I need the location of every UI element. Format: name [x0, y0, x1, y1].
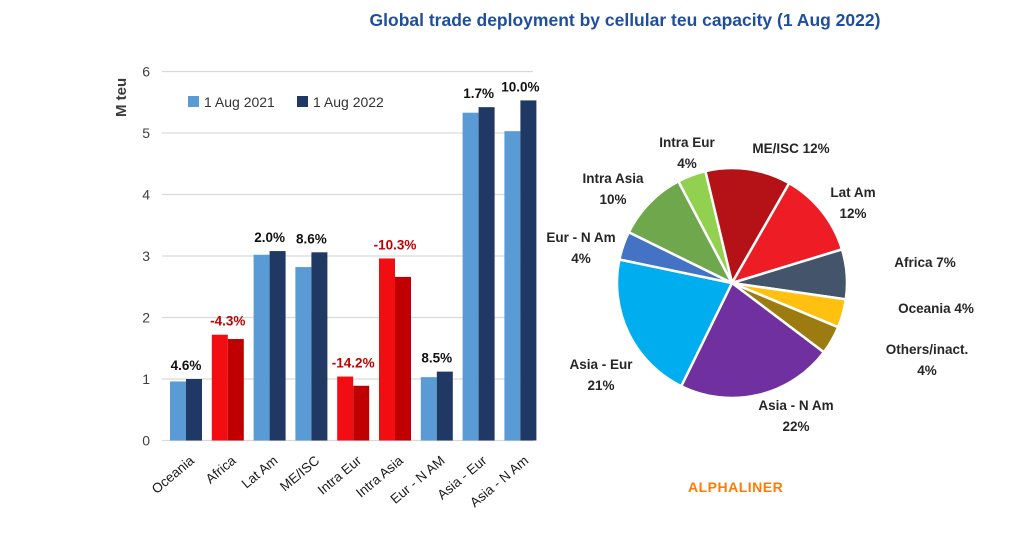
bar-africa-1-aug-2022: [227, 339, 244, 441]
pie-label-eur-n-am-pct: 4%: [571, 251, 591, 266]
pie-label-asia-eur-pct: 21%: [587, 378, 614, 393]
pct-label-lat-am: 2.0%: [254, 230, 285, 245]
pie-label-asia-n-am-pct: 22%: [782, 419, 809, 434]
pct-label-me-isc: 8.6%: [296, 231, 327, 246]
source-watermark: ALPHALINER: [688, 479, 784, 495]
pie-label-africa: Africa 7%: [894, 255, 956, 270]
pie-label-intra-asia: Intra Asia: [582, 171, 644, 186]
pie-label-me-isc: ME/ISC 12%: [752, 141, 829, 156]
pie-label-others-inact-pct: 4%: [917, 363, 937, 378]
pie-slice-asia-n-am: [679, 281, 826, 400]
bar-africa-1-aug-2021: [211, 334, 228, 441]
pie-label-oceania: Oceania 4%: [898, 301, 974, 316]
pie-label-asia-n-am: Asia - N Am: [758, 398, 833, 413]
bar-intra-eur-1-aug-2021: [337, 376, 354, 441]
y-tick-5: 5: [142, 125, 150, 141]
pie-slice-intra-eur: [677, 169, 734, 285]
chart-title: Global trade deployment by cellular teu …: [369, 10, 881, 30]
pie-label-eur-n-am: Eur - N Am: [546, 230, 615, 245]
legend-swatch-1-aug-2021: [188, 96, 199, 107]
legend-swatch-1-aug-2022: [297, 96, 308, 107]
bar-oceania-1-aug-2022: [186, 379, 202, 441]
pie-label-intra-asia-pct: 10%: [599, 192, 626, 207]
bar-asia-n-am-1-aug-2022: [520, 100, 537, 441]
pie-label-intra-eur: Intra Eur: [659, 135, 715, 150]
bar-eur-n-am-1-aug-2022: [436, 371, 453, 441]
bar-oceania-1-aug-2021: [170, 381, 186, 441]
y-tick-6: 6: [142, 64, 150, 80]
bar-intra-asia-1-aug-2022: [395, 276, 411, 441]
pct-label-intra-asia: -10.3%: [374, 237, 417, 252]
bar-asia-eur-1-aug-2022: [478, 107, 495, 441]
bar-me-isc-1-aug-2022: [311, 252, 328, 441]
pct-label-intra-eur: -14.2%: [332, 356, 375, 371]
y-tick-0: 0: [142, 433, 150, 449]
pct-label-asia-n-am: 10.0%: [501, 79, 539, 94]
y-axis-label: M teu: [113, 78, 130, 117]
bar-lat-am-1-aug-2021: [253, 254, 270, 441]
pct-label-africa: -4.3%: [210, 314, 245, 329]
pie-slice-intra-asia: [627, 180, 734, 285]
bar-eur-n-am-1-aug-2021: [420, 377, 437, 441]
bar-lat-am-1-aug-2022: [269, 251, 286, 441]
y-tick-2: 2: [142, 310, 150, 326]
pct-label-oceania: 4.6%: [171, 358, 202, 373]
pie-slice-asia-eur: [615, 258, 734, 388]
legend-label-1-aug-2021: 1 Aug 2021: [204, 94, 275, 110]
bar-me-isc-1-aug-2021: [295, 267, 312, 441]
bar-asia-n-am-1-aug-2021: [504, 131, 521, 441]
y-tick-4: 4: [142, 187, 150, 203]
bar-intra-eur-1-aug-2022: [353, 385, 370, 441]
pie-label-intra-eur-pct: 4%: [677, 156, 697, 171]
pie-label-lat-am: Lat Am: [830, 185, 875, 200]
bar-intra-asia-1-aug-2021: [379, 258, 395, 441]
y-tick-1: 1: [142, 371, 150, 387]
pct-label-eur-n-am: 8.5%: [421, 351, 452, 366]
bar-asia-eur-1-aug-2021: [462, 112, 479, 441]
y-tick-3: 3: [142, 248, 150, 264]
pie-label-others-inact: Others/inact.: [886, 342, 969, 357]
pie-label-asia-eur: Asia - Eur: [569, 357, 633, 372]
pie-slice-lat-am: [730, 181, 844, 285]
pct-label-asia-eur: 1.7%: [463, 86, 494, 101]
legend-label-1-aug-2022: 1 Aug 2022: [313, 94, 384, 110]
pie-label-lat-am-pct: 12%: [839, 206, 866, 221]
